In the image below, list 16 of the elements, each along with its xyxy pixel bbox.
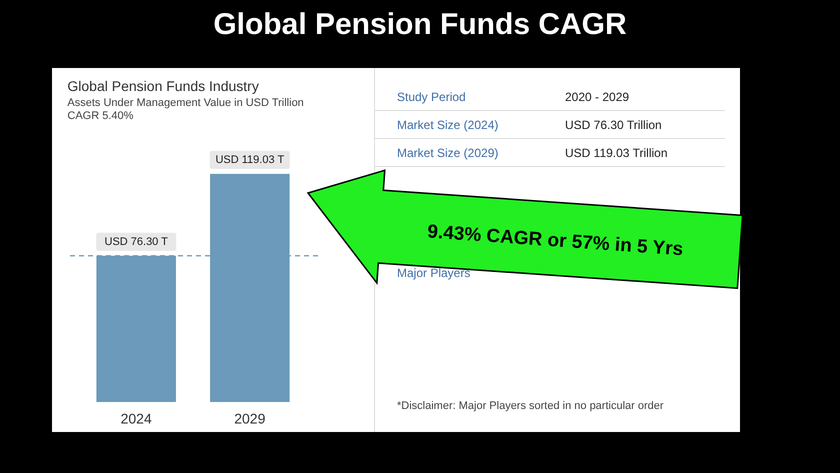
text: 2020 - 2029 bbox=[565, 90, 630, 104]
text: Market Size (2024) bbox=[397, 118, 498, 132]
text: *Disclaimer: Major Players sorted in no particular order bbox=[397, 400, 664, 412]
x-tick-label: 2029 bbox=[234, 410, 266, 426]
chart-subtitle: Global Pension Funds Industry bbox=[67, 78, 259, 94]
text: Assets Under Management Value in USD Trillion bbox=[67, 96, 304, 109]
text: Study Period bbox=[397, 90, 466, 104]
text: Market Size (2029) bbox=[397, 146, 498, 160]
data-label: USD 119.03 T bbox=[215, 154, 284, 166]
text: USD 76.30 Trillion bbox=[565, 118, 662, 132]
data-label: USD 76.30 T bbox=[104, 236, 168, 248]
text: Major Players bbox=[397, 266, 470, 280]
x-tick-label: 2024 bbox=[120, 410, 152, 426]
text: USD 119.03 Trillion bbox=[565, 146, 668, 160]
text: Global Pension Funds CAGR bbox=[212, 8, 628, 42]
text: CAGR 5.40% bbox=[67, 110, 134, 122]
